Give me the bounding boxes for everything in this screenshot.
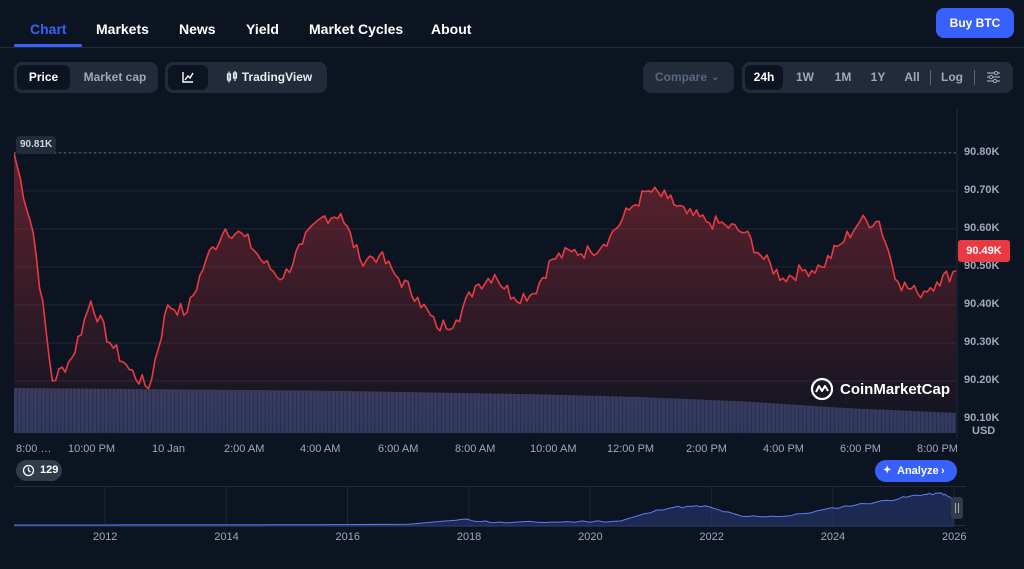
history-counter-badge[interactable]: 129	[16, 460, 62, 481]
range-24h[interactable]: 24h	[745, 65, 783, 90]
price-option[interactable]: Price	[17, 65, 70, 90]
tab-market-cycles[interactable]: Market Cycles	[309, 21, 404, 37]
range-divider	[974, 70, 975, 85]
tab-markets[interactable]: Markets	[96, 21, 149, 37]
y-axis-tick-label: 90.20K	[964, 373, 1000, 386]
handle-grip	[958, 503, 959, 513]
x-axis-tick-label: 2:00 PM	[686, 443, 727, 455]
y-axis-tick-label: 90.50K	[964, 259, 1000, 272]
y-axis-tick-label: 90.10K	[964, 411, 1000, 424]
tab-about[interactable]: About	[431, 21, 472, 37]
history-icon	[22, 464, 35, 477]
range-divider	[930, 70, 931, 85]
tradingview-option[interactable]: TradingView	[215, 65, 323, 90]
y-axis-tick-label: 90.60K	[964, 221, 1000, 234]
top-tabs: Chart Markets News Yield Market Cycles A…	[0, 0, 1024, 48]
sparkle-icon: ✦	[883, 465, 892, 476]
x-axis-tick-label: 8:00 …	[16, 443, 52, 455]
compare-label: Compare	[655, 70, 708, 84]
range-toggle: 24h 1W 1M 1Y All Log	[742, 62, 1013, 93]
x-axis-tick-label: 10:00 AM	[530, 443, 577, 455]
navigator-year-label: 2020	[578, 531, 603, 543]
navigator-chart[interactable]	[14, 487, 966, 527]
price-chart[interactable]	[14, 108, 1010, 438]
range-1m[interactable]: 1M	[834, 70, 852, 84]
sliders-icon	[986, 70, 1000, 84]
navigator-year-label: 2022	[699, 531, 724, 543]
high-price-badge: 90.81K	[16, 136, 57, 154]
navigator-year-label: 2024	[820, 531, 846, 543]
candlestick-icon	[226, 71, 237, 83]
handle-grip	[955, 503, 956, 513]
chevron-right-icon: ›	[941, 465, 945, 477]
y-axis-tick-label: 90.80K	[964, 145, 1000, 158]
tradingview-label: TradingView	[241, 70, 313, 84]
x-axis-tick-label: 6:00 PM	[840, 443, 881, 455]
current-price-badge: 90.49K	[958, 240, 1010, 262]
coinmarketcap-watermark: CoinMarketCap	[810, 376, 950, 402]
chevron-down-icon: ⌄	[711, 72, 720, 83]
navigator-year-label: 2012	[92, 531, 118, 543]
currency-label: USD	[972, 425, 996, 437]
range-all[interactable]: All	[904, 70, 920, 84]
line-chart-icon	[182, 72, 194, 83]
watermark-text: CoinMarketCap	[840, 380, 951, 398]
navigator-year-label: 2026	[942, 531, 967, 543]
x-axis-tick-label: 10 Jan	[152, 443, 186, 455]
y-axis-tick-label: 90.30K	[964, 335, 1000, 348]
x-axis-tick-label: 4:00 PM	[763, 443, 804, 455]
x-axis-tick-label: 2:00 AM	[224, 443, 265, 455]
price-line[interactable]	[14, 152, 957, 390]
active-tab-indicator	[14, 44, 82, 47]
y-axis-tick-label: 90.40K	[964, 297, 1000, 310]
x-axis-tick-label: 8:00 PM	[917, 443, 958, 455]
navigator-handle[interactable]	[951, 497, 963, 519]
buy-btc-button[interactable]: Buy BTC	[936, 8, 1014, 38]
tab-news[interactable]: News	[179, 21, 216, 37]
analyze-button[interactable]: ✦ Analyze ›	[875, 460, 957, 482]
x-axis-tick-label: 10:00 PM	[68, 443, 116, 455]
range-1w[interactable]: 1W	[796, 70, 814, 84]
market-cap-option[interactable]: Market cap	[83, 70, 147, 84]
x-axis-tick-label: 12:00 PM	[607, 443, 655, 455]
chart-type-toggle: TradingView	[165, 62, 327, 93]
navigator-year-label: 2014	[214, 531, 239, 543]
x-axis-tick-label: 8:00 AM	[455, 443, 496, 455]
tab-yield[interactable]: Yield	[246, 21, 279, 37]
tab-chart[interactable]: Chart	[30, 21, 67, 37]
time-navigator[interactable]	[14, 486, 966, 527]
price-area-fill	[14, 152, 956, 438]
coinmarketcap-logo-icon	[810, 377, 834, 401]
analyze-label: Analyze	[897, 465, 939, 477]
x-axis-tick-label: 4:00 AM	[300, 443, 341, 455]
line-chart-option[interactable]	[168, 65, 208, 90]
log-toggle[interactable]: Log	[941, 70, 963, 84]
compare-dropdown[interactable]: Compare ⌄	[643, 62, 734, 93]
range-1y[interactable]: 1Y	[870, 70, 886, 84]
navigator-year-label: 2016	[335, 531, 361, 543]
metric-toggle: Price Market cap	[14, 62, 158, 93]
navigator-line	[14, 492, 955, 526]
navigator-year-label: 2018	[456, 531, 482, 543]
history-count: 129	[40, 464, 59, 476]
x-axis-tick-label: 6:00 AM	[378, 443, 419, 455]
chart-settings-button[interactable]	[978, 65, 1008, 90]
y-axis-tick-label: 90.70K	[964, 183, 1000, 196]
navigator-area	[14, 493, 954, 527]
price-chart-area[interactable]	[14, 108, 1010, 438]
